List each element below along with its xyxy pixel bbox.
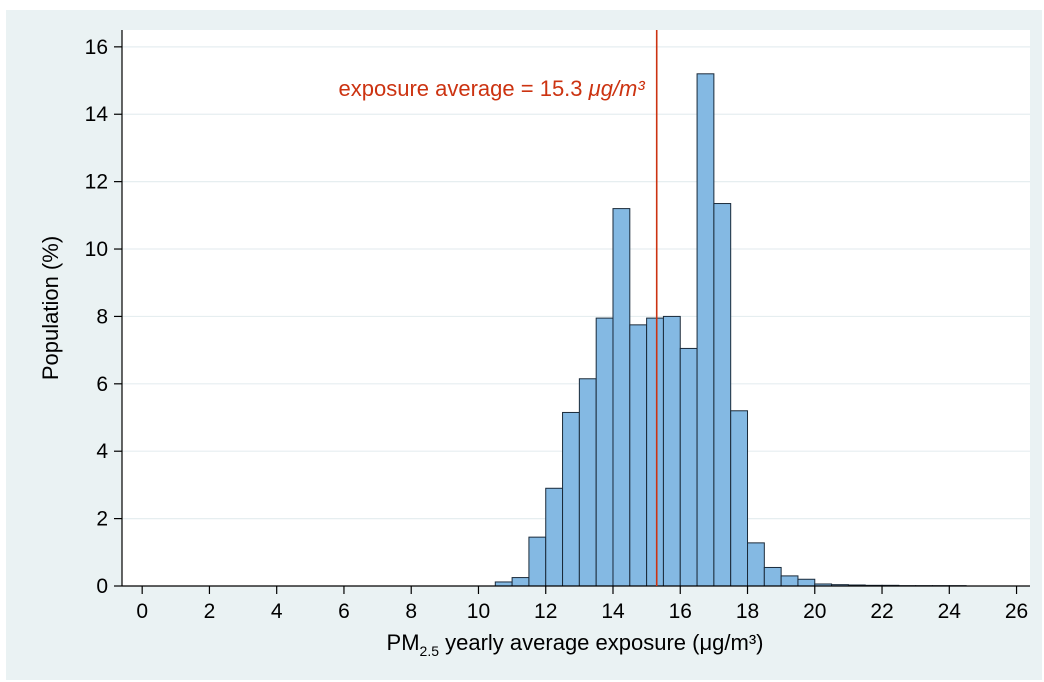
histogram-bar (780, 575, 799, 587)
x-tick-label: 8 (405, 600, 417, 623)
y-tick-label: 0 (96, 575, 108, 598)
y-axis-label: Population (%) (38, 236, 63, 380)
histogram-bar (612, 208, 631, 587)
x-axis: 0 2 4 6 8 10 12 14 16 18 20 22 24 26 (122, 585, 1030, 623)
reference-line-group: exposure average = 15.3 μg/m³ (339, 30, 658, 586)
average-reference-label: exposure average = 15.3 μg/m³ (339, 76, 646, 101)
x-tick-label: 18 (736, 600, 759, 623)
histogram-bar (713, 203, 732, 587)
y-tick-label: 16 (85, 36, 108, 59)
histogram-bar (747, 542, 765, 587)
histogram-bar (797, 578, 816, 587)
x-axis-label: PM2.5 yearly average exposure (μg/m³) (387, 630, 764, 659)
y-tick-label: 8 (96, 305, 108, 328)
histogram-bar (763, 566, 782, 587)
histogram-bar (696, 73, 715, 587)
x-tick-label: 10 (467, 600, 490, 623)
x-tick-label: 4 (271, 600, 283, 623)
histogram-bar (562, 411, 580, 587)
x-tick-label: 16 (669, 600, 692, 623)
histogram-bar (595, 317, 614, 587)
x-tick-label: 0 (136, 600, 148, 623)
y-axis: 0 2 4 6 8 10 12 14 16 (85, 30, 123, 598)
x-tick-label: 20 (803, 600, 826, 623)
histogram-bar (679, 347, 698, 587)
y-tick-label: 10 (85, 238, 108, 261)
histogram-bar (545, 487, 564, 587)
y-tick-label: 12 (85, 171, 108, 194)
x-axis-label-main: PM (387, 630, 420, 655)
histogram-bar (511, 577, 530, 587)
histogram-bar (662, 315, 681, 587)
x-tick-label: 22 (870, 600, 893, 623)
y-tick-label: 6 (96, 373, 108, 396)
histogram-bar (494, 581, 513, 587)
x-tick-label: 26 (1005, 600, 1028, 623)
histogram-bar (646, 317, 664, 587)
x-tick-label: 2 (204, 600, 216, 623)
gridlines (122, 46, 1030, 520)
x-tick-label: 12 (534, 600, 557, 623)
histogram-bar (528, 536, 547, 587)
average-reference-label-unit: μg/m³ (588, 76, 646, 101)
y-tick-label: 4 (96, 440, 108, 463)
x-axis-label-subscript: 2.5 (420, 643, 440, 659)
histogram-bar (629, 324, 648, 587)
histogram-bars (494, 73, 967, 587)
histogram-bar (730, 410, 749, 587)
y-tick-label: 14 (85, 103, 109, 126)
x-tick-label: 24 (938, 600, 962, 623)
x-tick-label: 14 (601, 600, 625, 623)
histogram-bar (578, 378, 597, 587)
x-axis-label-rest: yearly average exposure (μg/m³) (439, 630, 763, 655)
average-reference-label-text: exposure average = 15.3 (339, 76, 589, 101)
y-tick-label: 2 (96, 508, 108, 531)
x-tick-label: 6 (338, 600, 350, 623)
